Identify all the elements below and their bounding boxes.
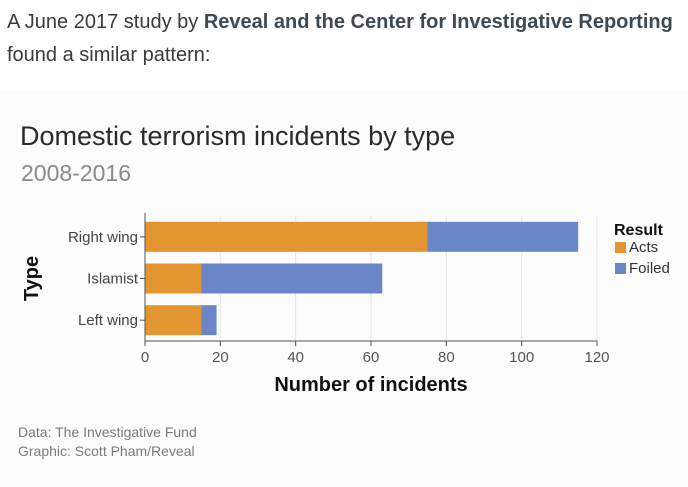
bar-left-wing-foiled: [201, 305, 217, 336]
y-tick-label-right-wing: Right wing: [68, 229, 138, 246]
bar-right-wing-foiled: [427, 221, 579, 252]
bar-left-wing-acts: [145, 305, 202, 336]
chart-card: Right wing Islamist Left wing 0 20 40 60 80 100 1…: [0, 90, 688, 487]
chart-subtitle: 2008-2016: [21, 160, 131, 186]
bar-right-wing-acts: [145, 221, 428, 252]
legend-title: Result: [614, 222, 664, 239]
intro-paragraph: A June 2017 study by Reveal and the Cent…: [7, 6, 677, 72]
graphic-credit: Graphic: Scott Pham/Reveal: [18, 443, 195, 459]
x-tick-label-20: 20: [212, 349, 229, 366]
y-axis-title: Type: [21, 256, 43, 301]
x-tick-label-120: 120: [584, 349, 609, 366]
legend-label-acts: Acts: [629, 239, 658, 256]
x-tick-label-80: 80: [438, 349, 455, 366]
x-tick-label-40: 40: [287, 349, 304, 366]
y-tick-label-left-wing: Left wing: [78, 312, 138, 329]
x-tick-label-0: 0: [141, 349, 149, 366]
reveal-study-link[interactable]: Reveal and the Center for Investigative …: [203, 11, 673, 33]
legend-label-foiled: Foiled: [629, 260, 670, 277]
y-tick-label-islamist: Islamist: [87, 271, 139, 288]
legend-swatch-foiled: [615, 263, 626, 274]
x-tick-label-60: 60: [363, 349, 380, 366]
intro-prefix: A June 2017 study by: [7, 11, 204, 33]
legend-swatch-acts: [615, 242, 626, 253]
chart-title: Domestic terrorism incidents by type: [20, 121, 456, 151]
bar-islamist-foiled: [201, 263, 383, 294]
bar-islamist-acts: [145, 263, 202, 294]
data-credit: Data: The Investigative Fund: [18, 424, 197, 440]
x-tick-label-100: 100: [509, 349, 534, 366]
intro-suffix: found a similar pattern:: [7, 44, 211, 66]
x-axis-title: Number of incidents: [274, 374, 467, 396]
bar-chart: Right wing Islamist Left wing 0 20 40 60 80 100 1…: [21, 213, 670, 396]
